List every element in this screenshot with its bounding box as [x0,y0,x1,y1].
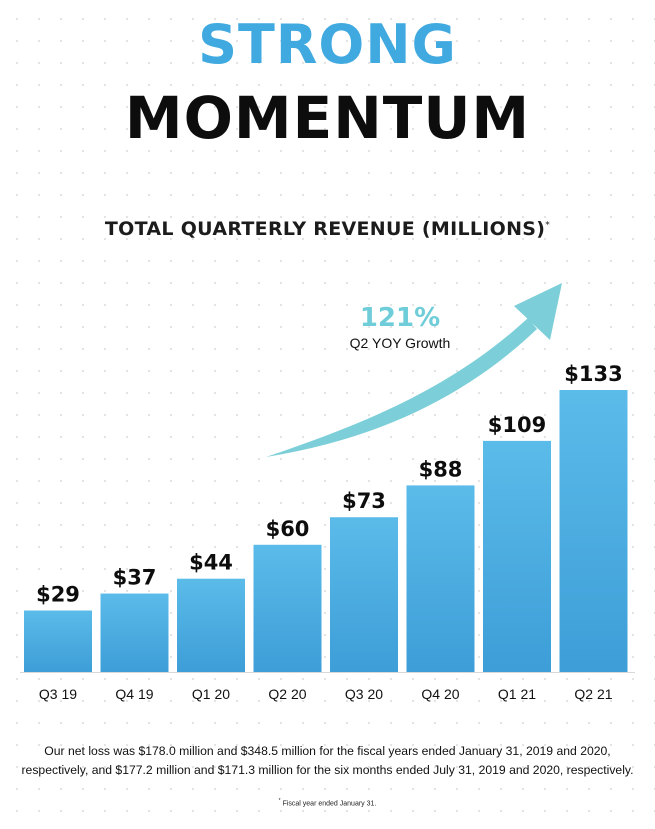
growth-arrow-group [266,283,562,457]
growth-arrow-head [514,283,562,340]
value-label-q4-20: $88 [419,457,463,481]
value-label-q1-20: $44 [189,551,233,575]
value-label-q2-21: $133 [564,362,622,386]
net-loss-footnote: Our net loss was $178.0 million and $348… [0,742,655,780]
fiscal-year-note: * Fiscal year ended January 31. [0,798,655,807]
bar-q1-21 [483,440,551,672]
headline-momentum: MOMENTUM [124,84,531,152]
tick-label-q3-20: Q3 20 [345,686,383,702]
footnote-line-2: respectively, and $177.2 million and $17… [21,763,634,777]
tick-label-q4-20: Q4 20 [421,686,459,702]
bar-q3-19 [24,610,92,672]
growth-percent: 121% [360,303,440,333]
growth-caption: Q2 YOY Growth [350,335,451,351]
fiscal-note-marker: * [278,798,281,804]
value-label-q2-20: $60 [266,517,310,541]
fiscal-note-text: Fiscal year ended January 31. [282,800,377,808]
bar-q1-20 [177,578,245,672]
bars-group [20,390,635,673]
revenue-bar-chart: $29 $37 $44 $60 $73 $88 $109 $133 Q3 19 Q4 19 Q1 … [20,283,635,702]
value-label-q4-19: $37 [113,566,157,590]
bar-q4-19 [100,593,169,672]
chart-title-marker: * [545,220,551,231]
tick-label-q3-19: Q3 19 [39,686,77,702]
value-label-q1-21: $109 [488,413,546,437]
tick-label-q1-21: Q1 21 [498,686,536,702]
tick-label-q2-20: Q2 20 [268,686,306,702]
bar-q3-20 [330,517,398,672]
tick-label-q2-21: Q2 21 [574,686,612,702]
chart-title-text: TOTAL QUARTERLY REVENUE (MILLIONS) [104,218,546,240]
x-axis-ticks-group: Q3 19 Q4 19 Q1 20 Q2 20 Q3 20 Q4 20 Q1 21 Q2 21 [39,686,613,702]
tick-label-q4-19: Q4 19 [115,686,153,702]
tick-label-q1-20: Q1 20 [192,686,230,702]
value-label-q3-20: $73 [342,489,386,513]
value-label-q3-19: $29 [36,583,80,607]
bar-q4-20 [406,485,475,672]
chart-title: TOTAL QUARTERLY REVENUE (MILLIONS)* [0,218,655,240]
bar-q2-21 [559,390,628,672]
value-labels-group: $29 $37 $44 $60 $73 $88 $109 $133 [36,362,623,607]
headline-strong: STRONG [198,13,457,76]
bar-q2-20 [253,544,322,672]
footnote-line-1: Our net loss was $178.0 million and $348… [44,744,611,758]
